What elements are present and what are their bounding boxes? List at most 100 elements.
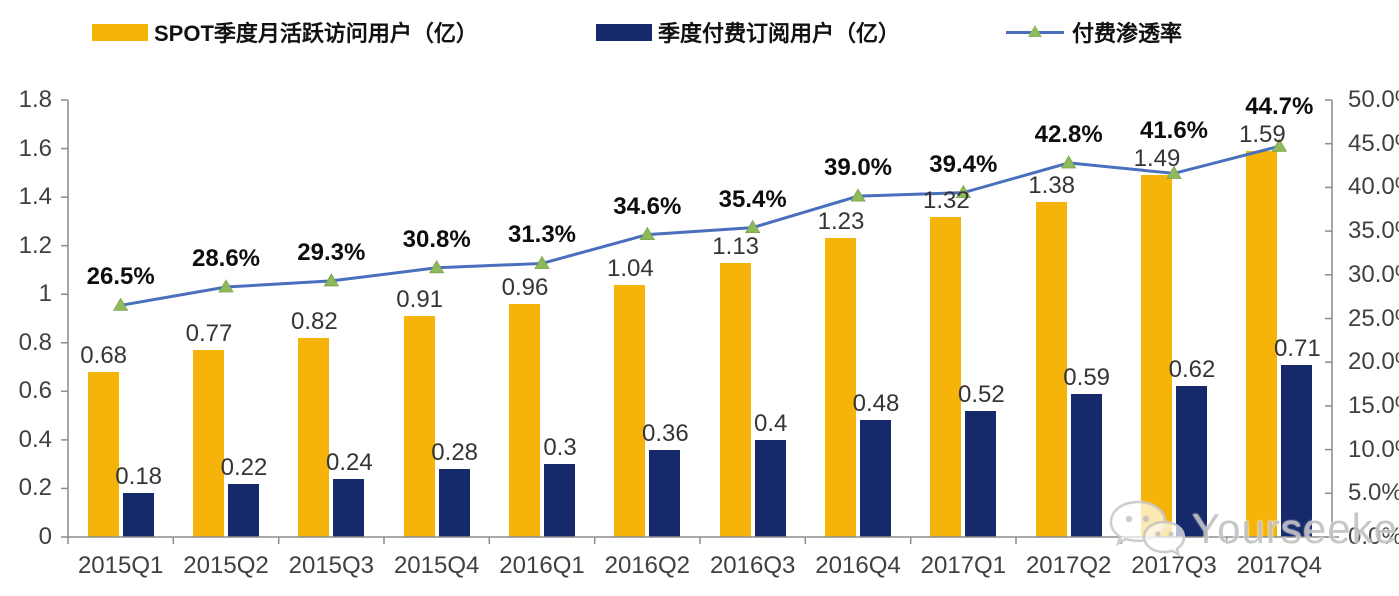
x-axis-label: 2017Q3 xyxy=(1131,552,1217,579)
x-axis-label: 2015Q1 xyxy=(77,552,164,579)
mau-bar xyxy=(1246,150,1278,537)
mau-legend-swatch xyxy=(92,23,148,41)
mau-legend-label: SPOT季度月活跃访问用户（亿） xyxy=(154,21,478,46)
x-axis-label: 2016Q2 xyxy=(604,552,691,579)
y-left-tick-label: 1.8 xyxy=(18,86,52,113)
penetration-label: 42.8% xyxy=(1034,120,1103,148)
y-right-tick-label: 40.0% xyxy=(1348,173,1399,201)
y-left-tick-label: 1 xyxy=(38,280,52,308)
penetration-label: 35.4% xyxy=(718,185,787,213)
y-right-tick-label: 35.0% xyxy=(1348,217,1399,245)
x-axis-label: 2017Q1 xyxy=(920,552,1007,579)
penetration-label: 28.6% xyxy=(191,245,261,273)
subscribers-bar xyxy=(122,493,154,537)
penetration-label: 44.7% xyxy=(1245,92,1314,120)
penetration-label: 39.4% xyxy=(929,150,998,178)
subscribers-bar xyxy=(544,464,575,537)
x-axis-label: 2016Q3 xyxy=(709,552,796,579)
subs-value-label: 0.48 xyxy=(852,390,900,418)
x-axis-label: 2015Q3 xyxy=(288,552,375,579)
subs-value-label: 0.71 xyxy=(1273,334,1321,362)
mau-bar xyxy=(930,216,962,537)
penetration-legend-swatch xyxy=(1006,24,1064,41)
penetration-label: 26.5% xyxy=(86,263,155,291)
subscribers-bar xyxy=(333,478,365,537)
mau-value-label: 0.68 xyxy=(80,341,128,369)
penetration-label: 34.6% xyxy=(613,192,682,220)
y-left-tick-label: 0.4 xyxy=(18,425,52,453)
y-right-tick-label: 10.0% xyxy=(1348,435,1399,463)
y-right-tick-label: 30.0% xyxy=(1348,260,1399,288)
mau-value-label: 0.82 xyxy=(290,307,338,335)
y-left-tick-label: 1.6 xyxy=(18,134,52,162)
subs-value-label: 0.36 xyxy=(641,419,689,447)
mau-bar xyxy=(403,316,435,537)
mau-value-label: 0.91 xyxy=(396,286,444,314)
legend-triangle-marker-icon xyxy=(1028,24,1042,37)
penetration-label: 29.3% xyxy=(297,238,366,266)
mau-bar xyxy=(1035,201,1067,537)
y-left-tick-label: 0 xyxy=(38,523,52,550)
mau-value-label: 1.38 xyxy=(1028,171,1076,199)
legend-item-penetration: 付费渗透率 xyxy=(1006,16,1182,48)
mau-value-label: 1.23 xyxy=(817,208,865,236)
x-axis-label: 2017Q4 xyxy=(1236,552,1323,579)
mau-bar xyxy=(87,371,119,537)
y-left-tick-label: 1.4 xyxy=(18,183,52,211)
mau-bar xyxy=(825,238,856,537)
x-axis-label: 2016Q4 xyxy=(815,552,901,579)
x-axis-label: 2016Q1 xyxy=(499,552,585,579)
subscribers-bar xyxy=(1070,393,1102,537)
subscribers-bar xyxy=(438,469,470,537)
mau-value-label: 1.04 xyxy=(606,254,654,282)
y-right-tick-label: 15.0% xyxy=(1348,391,1399,419)
mau-bar xyxy=(719,262,751,537)
mau-value-label: 1.32 xyxy=(922,186,970,214)
subscribers-bar xyxy=(965,410,997,537)
y-right-tick-label: 50.0% xyxy=(1348,86,1399,113)
subscribers-legend-swatch xyxy=(596,23,652,41)
y-right-tick-label: 5.0% xyxy=(1348,479,1399,507)
subs-value-label: 0.18 xyxy=(115,463,163,491)
mau-value-label: 1.13 xyxy=(712,232,760,260)
subs-value-label: 0.4 xyxy=(753,409,788,437)
legend-item-mau: SPOT季度月活跃访问用户（亿） xyxy=(92,16,478,48)
subs-value-label: 0.24 xyxy=(325,448,373,476)
penetration-legend-label: 付费渗透率 xyxy=(1072,21,1183,46)
x-axis-label: 2017Q2 xyxy=(1025,552,1112,579)
subscribers-bar xyxy=(649,449,681,537)
mau-value-label: 1.59 xyxy=(1238,120,1286,148)
y-right-tick-label: 20.0% xyxy=(1348,348,1399,376)
y-left-tick-label: 0.6 xyxy=(18,377,52,405)
subs-value-label: 0.59 xyxy=(1063,363,1111,391)
x-axis-label: 2015Q2 xyxy=(183,552,269,579)
y-left-tick-label: 1.2 xyxy=(18,231,52,259)
subscribers-bar xyxy=(1176,386,1207,537)
mau-bar xyxy=(298,337,330,537)
subscribers-bar xyxy=(754,439,786,537)
subs-value-label: 0.28 xyxy=(431,439,479,467)
y-right-tick-label: 0.0% xyxy=(1348,523,1399,550)
penetration-label: 30.8% xyxy=(402,225,471,253)
mau-bar xyxy=(614,284,646,537)
y-right-tick-label: 45.0% xyxy=(1348,129,1399,157)
mau-value-label: 0.96 xyxy=(501,273,549,301)
y-left-tick-label: 0.2 xyxy=(18,474,52,502)
mau-bar xyxy=(509,303,540,537)
subscribers-bar xyxy=(1281,364,1313,537)
subscribers-bar xyxy=(228,483,259,537)
legend-item-subscribers: 季度付费订阅用户（亿） xyxy=(596,16,900,48)
subs-value-label: 0.62 xyxy=(1168,356,1216,384)
x-axis-label: 2015Q4 xyxy=(393,552,480,579)
mau-bar xyxy=(193,350,224,537)
subs-value-label: 0.22 xyxy=(220,453,268,481)
subs-value-label: 0.3 xyxy=(543,434,577,462)
subscribers-bar xyxy=(860,420,891,537)
subs-value-label: 0.52 xyxy=(957,380,1005,408)
mau-value-label: 1.49 xyxy=(1133,145,1181,173)
penetration-label: 41.6% xyxy=(1139,117,1209,145)
